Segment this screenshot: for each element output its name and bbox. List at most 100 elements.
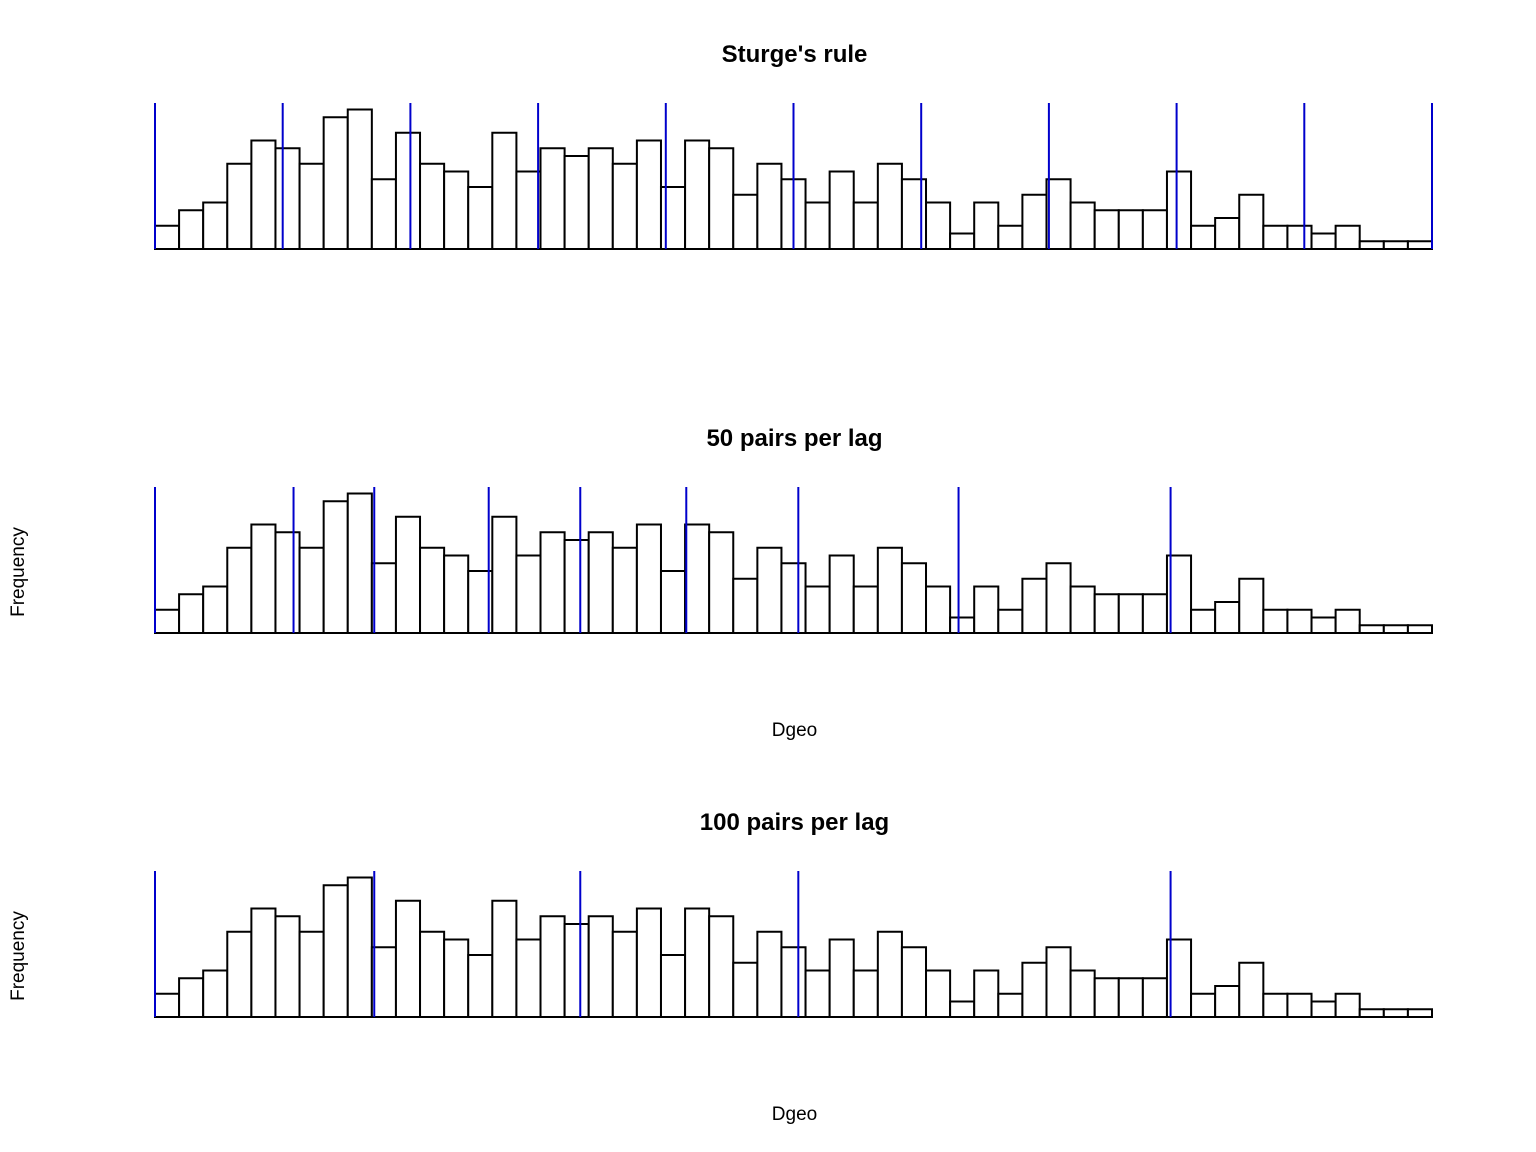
histogram-bar	[852, 969, 879, 1018]
histogram-bar	[322, 500, 349, 634]
histogram-bar	[563, 923, 590, 1018]
histogram-bar	[1093, 977, 1120, 1018]
histogram-bar	[515, 554, 542, 634]
histogram-bar	[563, 539, 590, 634]
histogram-bar	[1045, 562, 1072, 634]
histogram-bar	[1190, 992, 1217, 1018]
histogram-bar	[1117, 593, 1144, 634]
histogram-panel-3: 100 pairs per lag Dgeo Frequency	[8, 809, 1434, 1125]
histogram-bar	[250, 139, 277, 250]
histogram-bar	[1406, 1008, 1434, 1018]
histogram-bar	[925, 969, 952, 1018]
histogram-bar	[515, 938, 542, 1018]
histogram-bar	[394, 515, 422, 634]
x-axis-label: Dgeo	[772, 1104, 817, 1125]
histogram-bar	[1238, 577, 1265, 634]
histogram-bar	[202, 585, 229, 634]
histogram-bar	[997, 608, 1024, 634]
histogram-bar	[659, 570, 687, 634]
histogram-bar	[925, 201, 952, 250]
histogram-bar	[587, 147, 614, 250]
histogram-bar	[708, 147, 735, 250]
histogram-bar	[611, 930, 638, 1018]
histogram-panel-1: Sturge's rule	[154, 41, 1434, 250]
histogram-bar	[1334, 224, 1361, 250]
histogram-bar	[1382, 240, 1409, 250]
histogram-bar	[780, 946, 807, 1018]
histogram-bar	[443, 170, 470, 250]
histogram-bar	[346, 876, 373, 1018]
histogram-bar	[250, 907, 277, 1018]
histogram-bar	[973, 201, 1000, 250]
histogram-bar	[828, 938, 855, 1018]
histogram-bar	[1117, 977, 1144, 1018]
histogram-bar	[1406, 624, 1434, 634]
histogram-bar	[732, 193, 759, 250]
histogram-bar	[635, 139, 662, 250]
histogram-bar	[1382, 624, 1409, 634]
chart-title: 100 pairs per lag	[700, 809, 889, 836]
chart-title: Sturge's rule	[722, 41, 868, 68]
histogram-bar	[1310, 232, 1337, 250]
histogram-bar	[756, 546, 783, 634]
histogram-bar	[1310, 1000, 1337, 1018]
histogram-bar	[1334, 608, 1361, 634]
histogram-bar	[732, 577, 759, 634]
histogram-bar	[322, 116, 349, 250]
histogram-bar	[563, 155, 590, 250]
histogram-bar	[587, 915, 614, 1018]
histogram-bar	[443, 554, 470, 634]
histogram-bar	[1093, 593, 1120, 634]
histogram-bar	[443, 938, 470, 1018]
histogram-bar	[949, 1000, 976, 1018]
histogram-bar	[1286, 992, 1313, 1018]
histogram-bar	[1117, 209, 1144, 250]
histogram-bar	[1214, 601, 1241, 634]
histogram-bar	[900, 178, 928, 250]
histogram-bar	[1334, 992, 1361, 1018]
x-axis-label: Dgeo	[772, 720, 817, 741]
histogram-bar	[1238, 961, 1265, 1018]
histogram-bar	[587, 531, 614, 634]
histogram-bar	[298, 930, 325, 1018]
histogram-bar	[370, 562, 397, 634]
histogram-bar	[1358, 624, 1385, 634]
histogram-bar	[154, 608, 181, 634]
histogram-bar	[1214, 217, 1241, 250]
histogram-bar	[925, 585, 952, 634]
histogram-bar	[178, 209, 205, 250]
histogram-bar	[804, 969, 831, 1018]
histogram-bar	[346, 492, 373, 634]
histogram-bar	[804, 201, 831, 250]
histogram-bar	[756, 162, 783, 250]
histogram-bar	[1021, 961, 1048, 1018]
histogram-bar	[1045, 946, 1072, 1018]
histogram-bar	[828, 554, 855, 634]
histogram-bar	[539, 147, 566, 250]
histogram-bar	[370, 178, 397, 250]
histogram-bar	[1141, 977, 1168, 1018]
histogram-bar	[154, 224, 181, 250]
histogram-bar	[1045, 178, 1072, 250]
histogram-bar	[274, 915, 301, 1018]
histogram-bar	[1286, 608, 1313, 634]
histogram-bar	[394, 899, 422, 1018]
histogram-bar	[250, 523, 277, 634]
histogram-bar	[298, 546, 325, 634]
histogram-bar	[684, 523, 711, 634]
histogram-bar	[997, 224, 1024, 250]
histogram-bar	[732, 961, 759, 1018]
histogram-bar	[274, 147, 301, 250]
histogram-bar	[491, 899, 518, 1018]
histogram-bar	[1190, 608, 1217, 634]
histogram-panel-2: 50 pairs per lag Dgeo Frequency	[8, 425, 1434, 741]
histogram-bar	[1262, 992, 1289, 1018]
histogram-bar	[780, 562, 807, 634]
histogram-bar	[659, 186, 687, 250]
histogram-bar	[876, 162, 903, 250]
histogram-bar	[876, 930, 903, 1018]
histogram-bar	[973, 969, 1000, 1018]
histogram-bar	[491, 515, 518, 634]
histogram-bar	[828, 170, 855, 250]
